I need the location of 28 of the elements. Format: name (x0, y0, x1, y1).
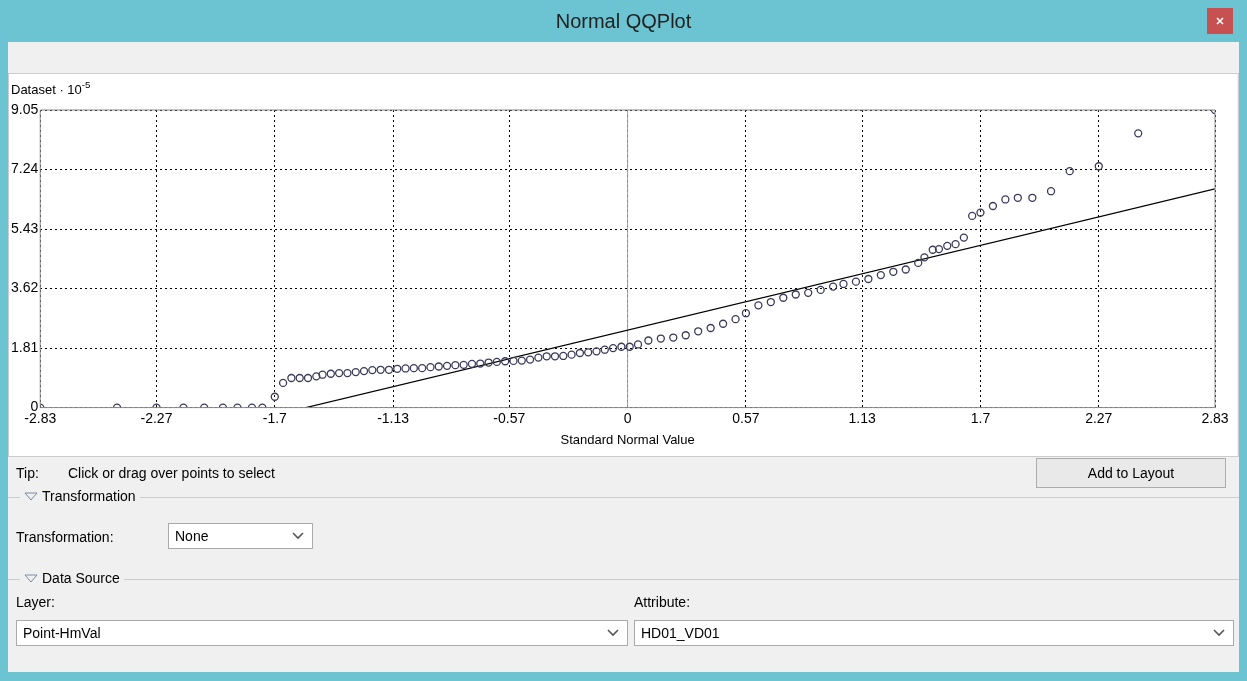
y-tick-label: 9.05 (11, 100, 39, 117)
x-tick-label: 1.7 (970, 409, 991, 426)
text: Transformation: (16, 529, 114, 545)
y-tick-label: 5.43 (11, 219, 39, 236)
text: None (175, 528, 209, 544)
text: Point-HmVal (23, 625, 101, 641)
x-tick-label: 0.57 (732, 409, 760, 426)
x-tick-label: -2.27 (140, 409, 173, 426)
text: Layer: (16, 594, 55, 610)
x-tick-label: -0.57 (493, 409, 526, 426)
x-tick-label: 2.83 (1201, 409, 1229, 426)
text: Tip: (16, 465, 39, 481)
text: Add to Layout (1087, 465, 1175, 481)
x-tick-label: 1.13 (848, 409, 876, 426)
y-tick-label: 3.62 (11, 279, 39, 296)
chart-title: Normal QQPlot (554, 8, 693, 34)
y-tick-label: 1.81 (11, 338, 39, 355)
x-tick-label: -1.13 (377, 409, 410, 426)
text: Click or drag over points to select (68, 465, 275, 481)
text: Attribute: (634, 594, 691, 610)
text: HD01_VD01 (641, 625, 720, 641)
text: Transformation (42, 488, 136, 504)
x-tick-label: 0 (623, 409, 632, 426)
y-tick-label: 7.24 (11, 160, 39, 177)
x-tick-label: 2.27 (1085, 409, 1113, 426)
text: Data Source (42, 570, 120, 586)
x-tick-label: -1.7 (262, 409, 288, 426)
x-axis-title: Standard Normal Value (560, 431, 695, 447)
